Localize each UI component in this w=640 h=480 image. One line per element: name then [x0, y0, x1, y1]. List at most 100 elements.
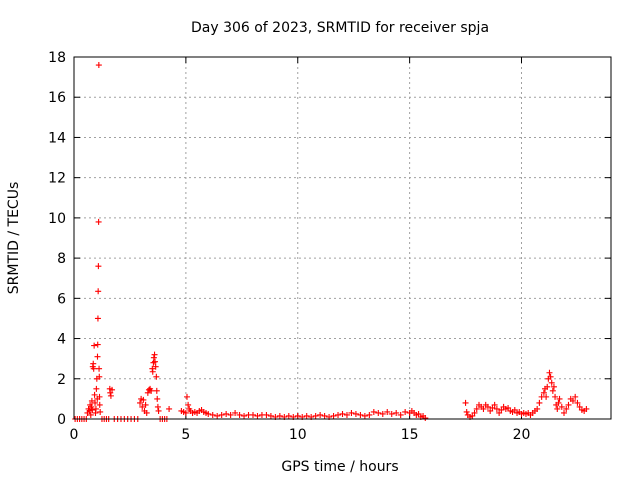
data-point — [227, 411, 234, 418]
data-point — [397, 411, 404, 418]
data-point — [137, 399, 144, 406]
data-point — [496, 409, 503, 416]
data-point — [330, 412, 337, 419]
data-point — [232, 409, 239, 416]
data-point — [96, 365, 103, 372]
y-tick-label: 0 — [57, 412, 66, 428]
y-tick-label: 2 — [57, 372, 66, 388]
data-point — [95, 62, 102, 69]
data-point — [92, 405, 99, 412]
data-point — [558, 403, 565, 410]
data-point — [88, 403, 95, 410]
data-point — [153, 387, 160, 394]
x-tick-label: 10 — [289, 427, 307, 443]
data-point — [205, 410, 212, 417]
data-point — [469, 412, 476, 419]
data-point — [370, 408, 377, 415]
data-point — [90, 365, 97, 372]
x-tick-label: 15 — [401, 427, 419, 443]
data-point — [148, 387, 155, 394]
data-point — [388, 410, 395, 417]
data-point — [554, 405, 561, 412]
data-point — [565, 401, 572, 408]
data-point — [95, 218, 102, 225]
data-point — [561, 409, 568, 416]
y-axis-ticks: 0 2 4 6 8 10 12 14 16 18 — [48, 50, 611, 428]
data-point — [109, 386, 116, 393]
data-point — [339, 410, 346, 417]
plot-frame — [73, 56, 612, 420]
y-tick-label: 16 — [48, 90, 66, 106]
data-point — [366, 411, 373, 418]
x-tick-label: 0 — [70, 427, 79, 443]
data-point — [463, 408, 470, 415]
data-point — [95, 263, 102, 270]
data-point — [335, 411, 342, 418]
x-axis-ticks: 0 5 10 15 20 — [70, 57, 531, 443]
data-points — [72, 62, 590, 422]
data-point — [415, 410, 422, 417]
data-point — [576, 403, 583, 410]
data-point — [536, 399, 543, 406]
data-point — [348, 409, 355, 416]
data-point — [343, 411, 350, 418]
data-point — [144, 389, 151, 396]
data-point — [151, 358, 158, 365]
data-point — [96, 393, 103, 400]
data-point — [153, 373, 160, 380]
data-point — [182, 409, 189, 416]
data-point — [375, 409, 382, 416]
data-point — [142, 401, 149, 408]
data-point — [154, 395, 161, 402]
data-point — [547, 373, 554, 380]
data-point — [303, 412, 310, 419]
data-point — [91, 391, 98, 398]
x-tick-label: 20 — [513, 427, 531, 443]
y-tick-label: 10 — [48, 211, 66, 227]
data-point — [139, 403, 146, 410]
y-tick-label: 14 — [48, 130, 66, 146]
data-point — [556, 395, 563, 402]
data-point — [140, 396, 147, 403]
data-point — [89, 406, 96, 413]
data-point — [493, 405, 500, 412]
x-tick-label: 5 — [181, 427, 190, 443]
data-point — [87, 411, 94, 418]
data-point — [489, 404, 496, 411]
data-point — [361, 412, 368, 419]
data-point — [185, 401, 192, 408]
x-axis-label: GPS time / hours — [281, 459, 398, 475]
data-point — [183, 393, 190, 400]
data-point — [422, 414, 429, 421]
data-point — [209, 411, 216, 418]
data-point — [263, 411, 270, 418]
data-point — [218, 411, 225, 418]
data-point — [491, 401, 498, 408]
data-point — [93, 385, 100, 392]
data-point — [91, 342, 98, 349]
data-point — [88, 397, 95, 404]
data-point — [552, 393, 559, 400]
data-point — [149, 368, 156, 375]
data-point — [487, 407, 494, 414]
y-tick-label: 8 — [57, 251, 66, 267]
y-tick-label: 6 — [57, 291, 66, 307]
data-point — [267, 412, 274, 419]
data-point — [241, 412, 248, 419]
data-point — [384, 408, 391, 415]
data-point — [480, 405, 487, 412]
data-point — [96, 401, 103, 408]
data-point — [540, 389, 547, 396]
data-point — [543, 393, 550, 400]
data-point — [473, 405, 480, 412]
data-point — [94, 353, 101, 360]
data-point — [312, 412, 319, 419]
data-point — [94, 341, 101, 348]
data-point — [92, 399, 99, 406]
data-point — [166, 405, 173, 412]
data-point — [548, 379, 555, 386]
data-point — [352, 410, 359, 417]
data-point — [534, 405, 541, 412]
data-point — [402, 408, 409, 415]
data-point — [379, 410, 386, 417]
